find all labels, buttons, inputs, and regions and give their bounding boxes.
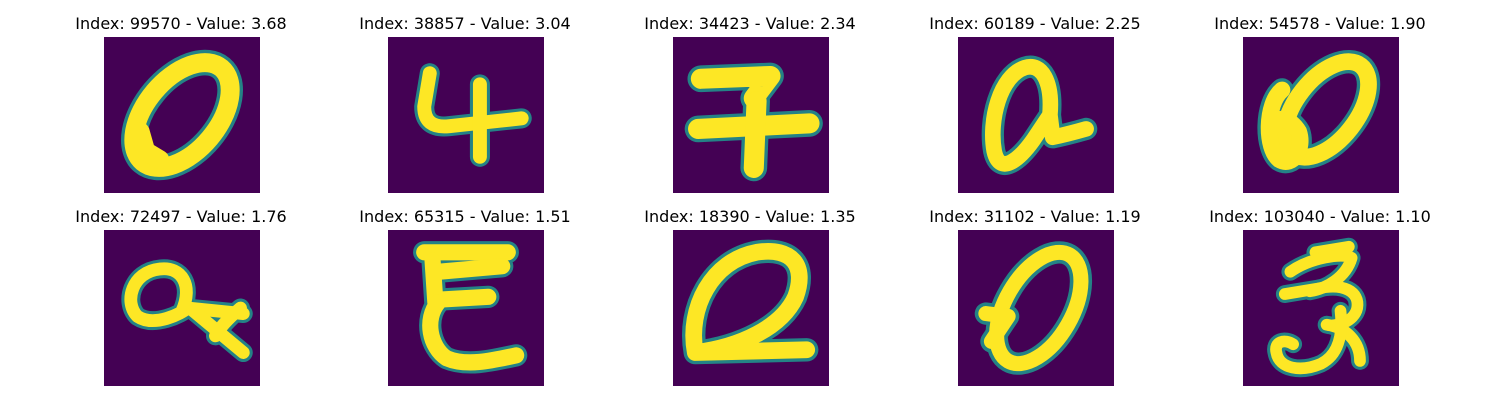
digit-image [673,37,829,193]
tile-title: Index: 54578 - Value: 1.90 [1214,14,1426,33]
sample-tile: Index: 18390 - Value: 1.35 [635,204,865,386]
tile-title: Index: 103040 - Value: 1.10 [1209,207,1431,226]
digit-image [104,230,260,386]
tile-title: Index: 31102 - Value: 1.19 [929,207,1141,226]
tile-title: Index: 18390 - Value: 1.35 [644,207,856,226]
digit-image [1243,230,1399,386]
sample-tile: Index: 38857 - Value: 3.04 [350,11,580,193]
digit-image [388,37,544,193]
sample-tile: Index: 103040 - Value: 1.10 [1205,204,1435,386]
digit-image [1243,37,1399,193]
tile-title: Index: 38857 - Value: 3.04 [359,14,571,33]
tile-title: Index: 34423 - Value: 2.34 [644,14,856,33]
digit-image [388,230,544,386]
sample-tile: Index: 99570 - Value: 3.68 [66,11,296,193]
sample-tile: Index: 60189 - Value: 2.25 [920,11,1150,193]
digit-image [673,230,829,386]
sample-tile: Index: 31102 - Value: 1.19 [920,204,1150,386]
sample-tile: Index: 34423 - Value: 2.34 [635,11,865,193]
sample-tile: Index: 72497 - Value: 1.76 [66,204,296,386]
tile-title: Index: 99570 - Value: 3.68 [75,14,287,33]
digit-image [104,37,260,193]
digit-image [958,230,1114,386]
sample-tile: Index: 54578 - Value: 1.90 [1205,11,1435,193]
sample-tile: Index: 65315 - Value: 1.51 [350,204,580,386]
tile-title: Index: 65315 - Value: 1.51 [359,207,571,226]
tile-title: Index: 72497 - Value: 1.76 [75,207,287,226]
tile-title: Index: 60189 - Value: 2.25 [929,14,1141,33]
digit-image [958,37,1114,193]
